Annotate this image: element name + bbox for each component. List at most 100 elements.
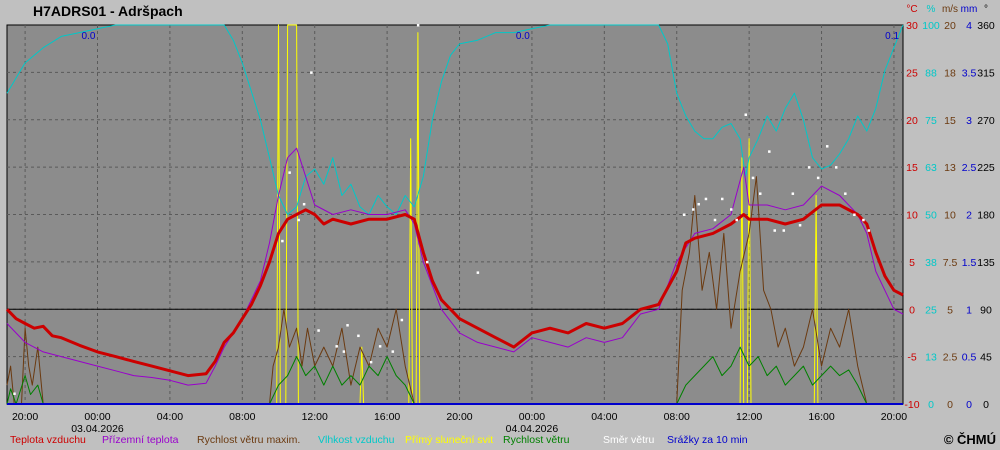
- x-tick-label: 04:00: [157, 411, 183, 423]
- axis-tick-label: 25: [906, 67, 918, 79]
- x-tick-label: 20:00: [881, 411, 907, 423]
- axis-tick-label: 5: [909, 257, 915, 269]
- x-tick-label: 00:00: [84, 411, 110, 423]
- axis-tick-label: 5: [947, 304, 953, 316]
- axis-tick-label: 3.5: [962, 67, 977, 79]
- series-line-vlhkost-vzduchu: [6, 24, 904, 215]
- axis-tick-label: 0: [928, 399, 934, 411]
- axis-tick-label: 63: [925, 162, 937, 174]
- axis-unit-label: °: [984, 4, 988, 15]
- wind-direction-point: [773, 229, 776, 232]
- wind-direction-point: [281, 239, 284, 243]
- wind-direction-point: [302, 202, 306, 206]
- x-tick-label: 16:00: [808, 411, 834, 423]
- axis-tick-label: 4: [966, 20, 972, 32]
- axis-tick-label: 10: [944, 210, 956, 222]
- series-line-teplota-vzduchu: [5, 203, 904, 378]
- wind-direction-point: [835, 166, 838, 169]
- wind-direction-point: [853, 213, 856, 216]
- x-tick-label: 20:00: [446, 411, 472, 423]
- legend-item-wind-gust: Rychlost větru maxim.: [197, 434, 301, 446]
- wind-direction-point: [288, 171, 291, 174]
- legend-item-humidity: Vlhkost vzduchu: [318, 434, 395, 446]
- wind-direction-point: [682, 213, 686, 216]
- wind-direction-point: [357, 334, 360, 338]
- axis-tick-label: 315: [977, 67, 995, 79]
- wind-direction-point: [713, 218, 717, 222]
- wind-direction-point: [735, 218, 738, 222]
- axis-tick-label: 0: [947, 399, 953, 411]
- wind-direction-point: [391, 350, 395, 353]
- grid: [7, 25, 903, 404]
- axis-tick-label: 0: [909, 304, 915, 316]
- wind-direction-point: [425, 260, 429, 264]
- wind-direction-point: [704, 197, 708, 201]
- wind-direction-point: [378, 345, 382, 348]
- axis-tick-label: 2.5: [962, 162, 977, 174]
- wind-direction-point: [768, 150, 771, 153]
- axis-tick-label: 360: [977, 20, 995, 32]
- axis-tick-label: 25: [925, 304, 937, 316]
- series-layer: 0.0 0.0 0.1: [5, 24, 904, 405]
- axis-tick-label: 0.5: [962, 352, 977, 364]
- wind-direction-point: [297, 218, 300, 222]
- axis-tick-label: 2.5: [943, 352, 958, 364]
- axis-tick-label: 88: [925, 67, 937, 79]
- wind-direction-point: [867, 229, 871, 232]
- axis-tick-label: 1: [966, 304, 972, 316]
- legend-item-air-temp: Teplota vzduchu: [10, 434, 86, 446]
- axis-tick-label: 3: [966, 115, 972, 127]
- legend-item-wind-speed: Rychlost větru: [503, 434, 570, 446]
- wind-direction-point: [798, 224, 802, 227]
- chart-title: H7ADRS01 - Adršpach: [33, 3, 183, 19]
- axis-tick-label: 10: [906, 210, 918, 222]
- legend-item-ground-temp: Přízemní teplota: [102, 434, 179, 446]
- humidity-threshold-label: 0.1: [885, 31, 899, 42]
- x-tick-label: 20:00: [12, 411, 38, 423]
- wind-direction-point: [782, 229, 786, 232]
- wind-direction-point: [807, 166, 811, 169]
- axis-unit-label: mm: [961, 4, 978, 15]
- x-date-label: 03.04.2026: [71, 423, 124, 435]
- axis-tick-label: 1.5: [962, 257, 977, 269]
- wind-direction-point: [346, 324, 349, 327]
- axis-tick-label: 75: [925, 115, 937, 127]
- axis-tick-label: 90: [980, 304, 992, 316]
- axis-tick-label: 45: [980, 352, 992, 364]
- wind-direction-point: [720, 197, 724, 201]
- x-tick-label: 12:00: [302, 411, 328, 423]
- axis-tick-label: 50: [925, 210, 937, 222]
- x-tick-label: 16:00: [374, 411, 400, 423]
- x-date-label: 04.04.2026: [506, 423, 559, 435]
- wind-direction-point: [416, 24, 420, 27]
- axis-tick-label: 2: [966, 210, 972, 222]
- axis-tick-label: -5: [907, 352, 916, 364]
- axis-tick-label: 20: [906, 115, 918, 127]
- wind-direction-point: [862, 218, 865, 222]
- wind-direction-point: [310, 71, 313, 74]
- axis-tick-label: 15: [944, 115, 956, 127]
- wind-direction-point: [744, 113, 748, 116]
- axis-tick-label: 180: [977, 210, 995, 222]
- x-tick-label: 08:00: [664, 411, 690, 423]
- wind-direction-point: [400, 318, 404, 322]
- wind-direction-point: [825, 145, 829, 148]
- axis-tick-label: 270: [977, 115, 995, 127]
- axis-tick-label: 13: [944, 162, 956, 174]
- axis-tick-label: 100: [922, 20, 940, 32]
- wind-direction-point: [730, 208, 733, 211]
- axis-unit-label: °C: [906, 4, 917, 15]
- wind-direction-point: [342, 350, 346, 353]
- wind-direction-point: [759, 192, 762, 195]
- humidity-threshold-label: 0.0: [82, 31, 96, 42]
- axis-tick-label: 0: [983, 399, 989, 411]
- x-tick-label: 08:00: [229, 411, 255, 423]
- wind-direction-point: [844, 192, 847, 195]
- legend-item-sunshine: Přímý sluneční svit: [405, 434, 494, 446]
- axis-tick-label: 13: [925, 352, 937, 364]
- axis-tick-label: 30: [906, 20, 918, 32]
- axis-tick-label: 135: [977, 257, 995, 269]
- x-tick-label: 04:00: [591, 411, 617, 423]
- axis-tick-label: -10: [904, 399, 919, 411]
